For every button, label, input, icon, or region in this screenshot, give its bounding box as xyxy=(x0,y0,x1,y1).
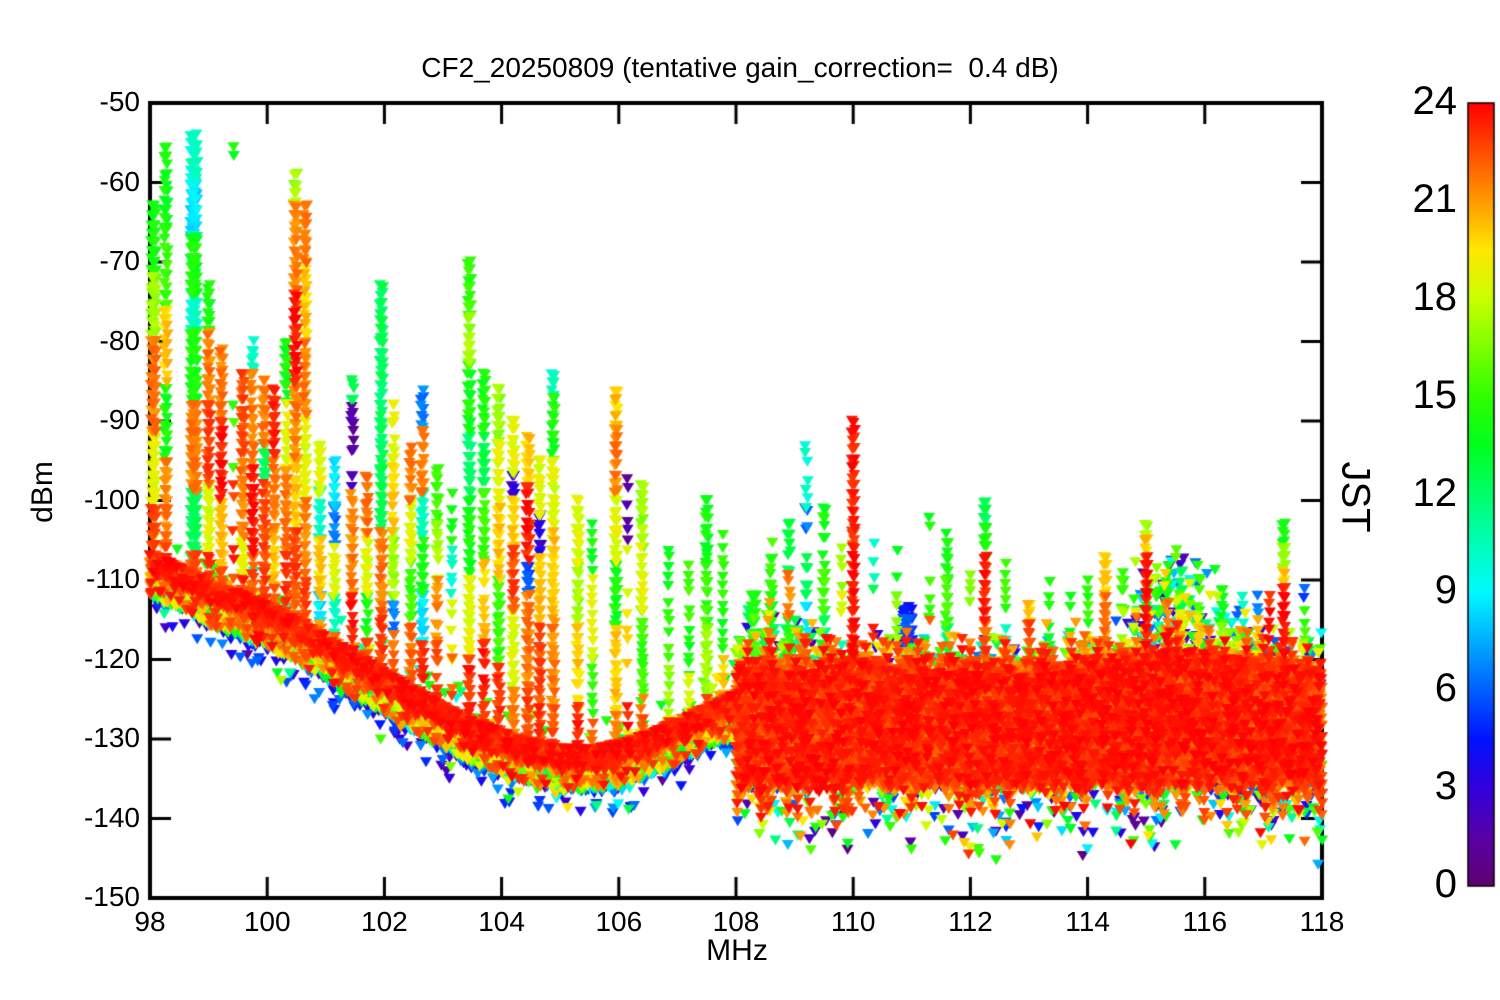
y-tick-label: -50 xyxy=(99,86,140,117)
y-tick-label: -150 xyxy=(83,881,140,912)
y-tick-label: -60 xyxy=(99,165,140,197)
x-axis-label: MHz xyxy=(706,934,768,967)
cb-tick-label: 12 xyxy=(1412,470,1458,515)
cb-tick-label: 0 xyxy=(1434,862,1457,906)
cb-tick-label: 15 xyxy=(1412,372,1458,417)
x-tick-label: 110 xyxy=(830,906,876,937)
cb-tick-label: 18 xyxy=(1412,274,1458,319)
cb-tick-label: 21 xyxy=(1412,176,1458,221)
x-tick-label: 100 xyxy=(243,906,291,937)
x-tick-label: 102 xyxy=(361,906,408,937)
y-tick-label: -90 xyxy=(99,404,140,435)
x-tick-label: 104 xyxy=(478,906,525,937)
x-tick-label: 106 xyxy=(595,906,643,937)
y-tick-label: -120 xyxy=(83,642,140,674)
y-tick-label: -70 xyxy=(99,245,140,276)
chart-title: CF2_20250809 (tentative gain_correction=… xyxy=(421,52,1059,83)
cb-tick-label: 9 xyxy=(1434,568,1457,613)
y-tick-label: -110 xyxy=(86,563,140,594)
cb-tick-label: 6 xyxy=(1434,666,1457,711)
x-tick-label: 118 xyxy=(1299,906,1345,937)
y-tick-label: -80 xyxy=(99,324,140,356)
y-tick-label: -140 xyxy=(83,801,140,833)
x-tick-label: 116 xyxy=(1182,906,1228,937)
y-tick-label: -100 xyxy=(83,483,140,515)
x-tick-label: 108 xyxy=(712,906,760,937)
cb-tick-label: 3 xyxy=(1434,764,1457,809)
x-tick-label: 112 xyxy=(948,906,993,937)
y-tick-label: -130 xyxy=(83,722,140,753)
cb-tick-label: 24 xyxy=(1412,79,1458,123)
x-tick-label: 114 xyxy=(1065,906,1110,937)
x-tick-label: 98 xyxy=(134,906,166,937)
